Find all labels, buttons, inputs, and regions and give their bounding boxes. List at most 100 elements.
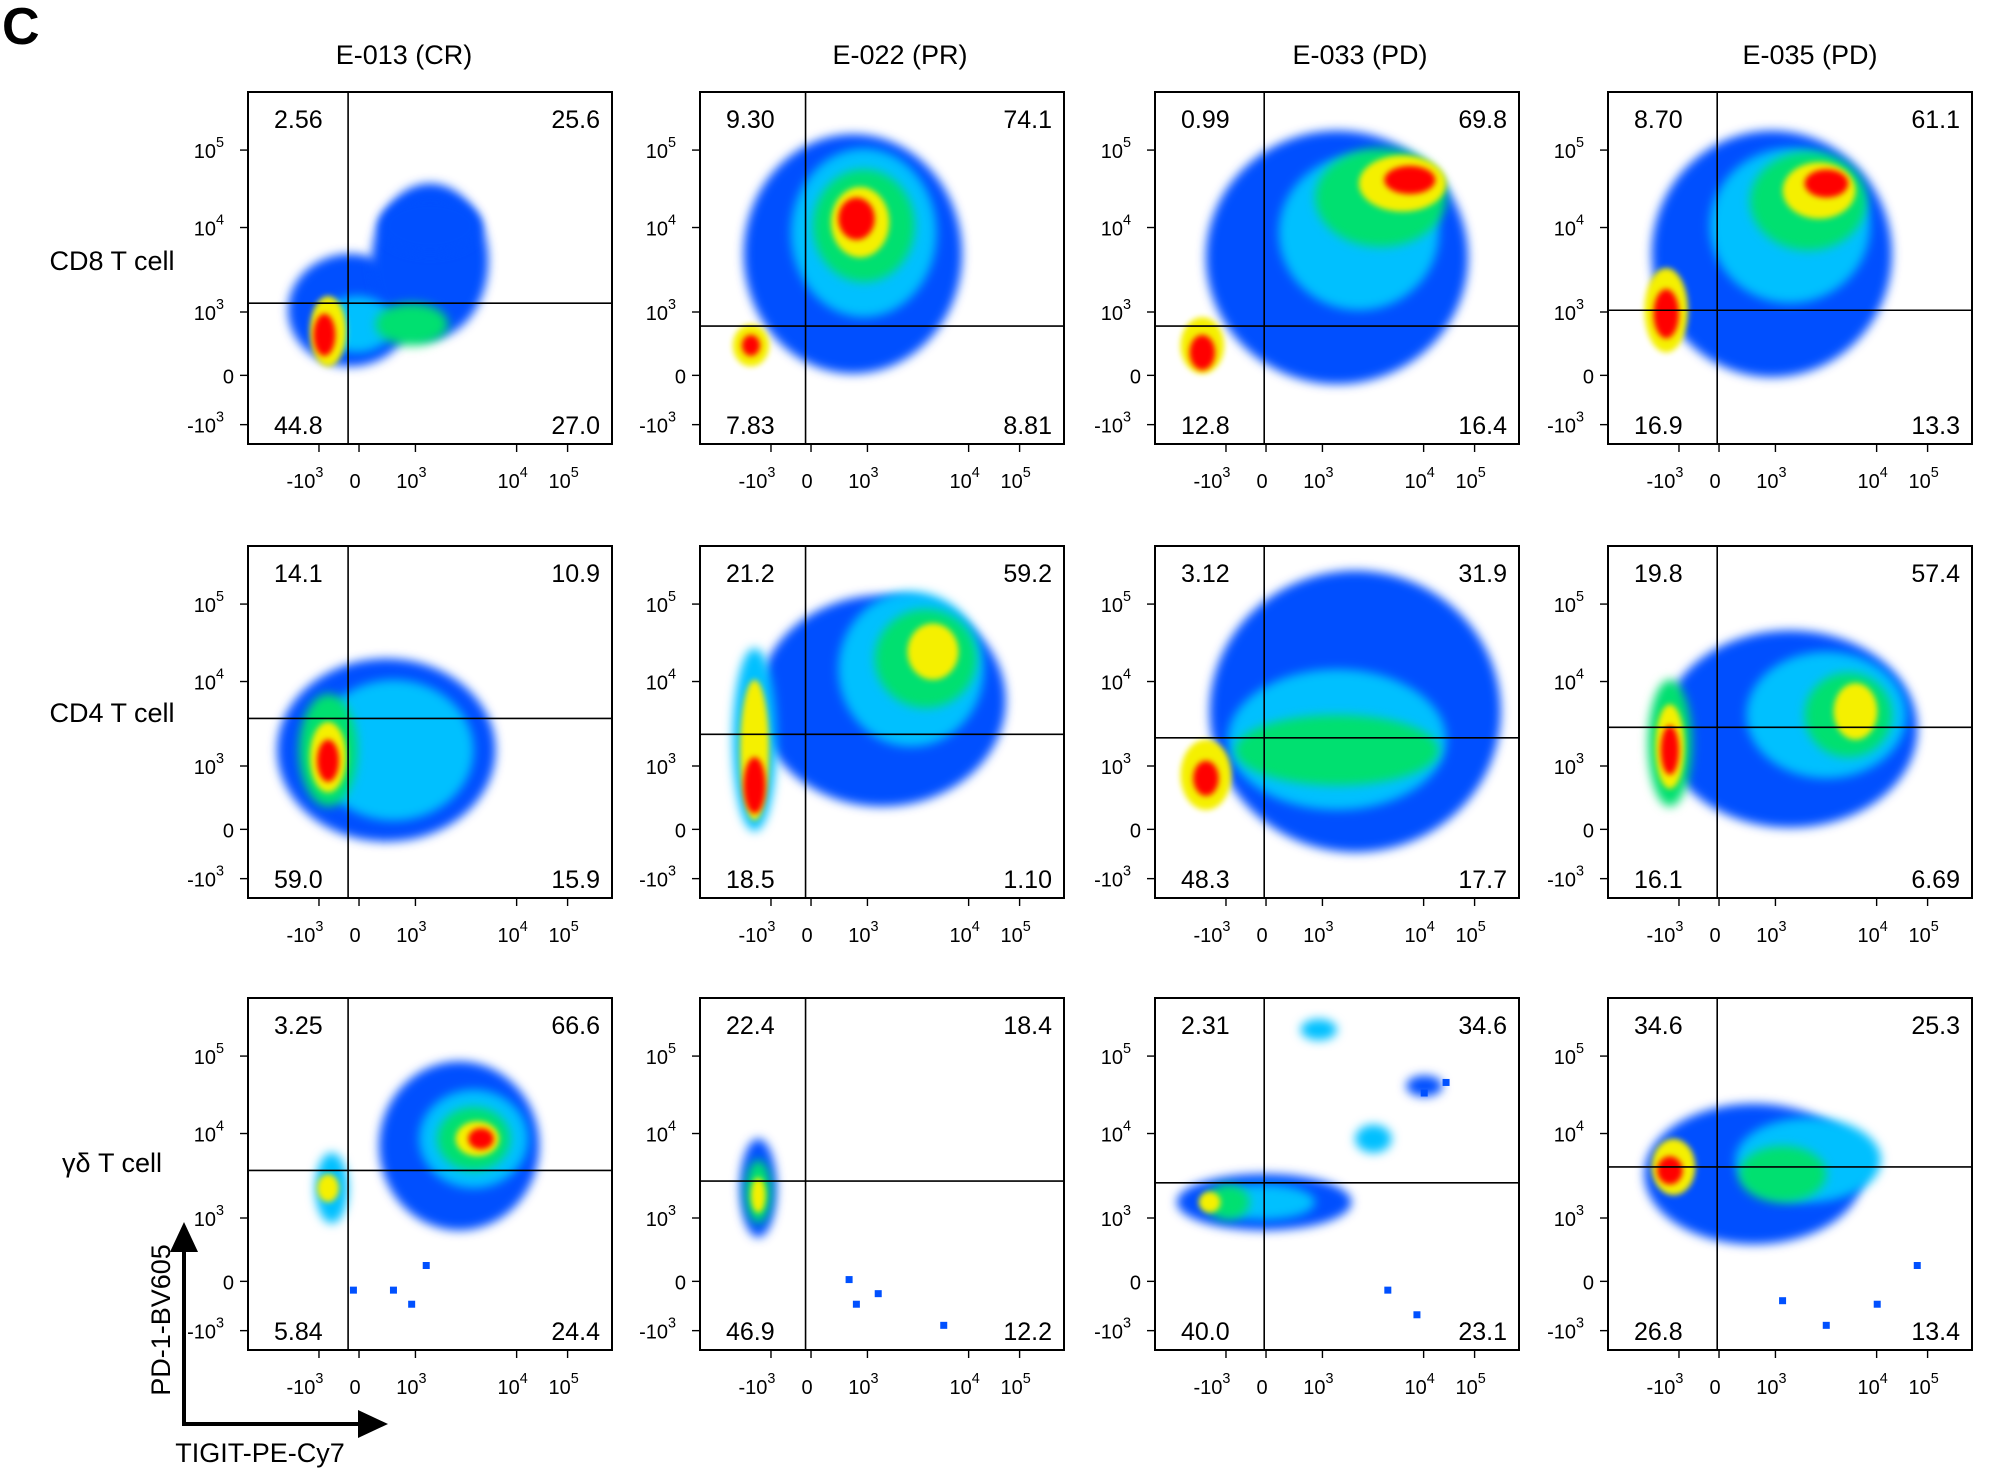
x-tick-label: -103 — [1647, 1371, 1684, 1399]
y-tick-label: 0 — [1130, 820, 1141, 842]
x-tick-label: 105 — [1000, 919, 1030, 947]
y-tick-label: 104 — [646, 213, 676, 241]
x-tick-label: 103 — [396, 1371, 426, 1399]
density-plot: 3.25 66.6 5.84 24.4 -103 0 103 104 105 105 104 103 0… — [187, 997, 613, 1399]
event-point — [940, 1321, 948, 1329]
plot-frame — [247, 91, 613, 445]
y-tick-label: -103 — [1547, 864, 1584, 892]
quadrant-percent-ll: 16.9 — [1634, 412, 1683, 440]
x-tick-label: 104 — [1404, 919, 1434, 947]
y-tick-label: -103 — [1547, 410, 1584, 438]
density-plot: 2.56 25.6 44.8 27.0 -103 0 103 104 105 105 104 103 0… — [187, 91, 613, 493]
quadrant-percent-ll: 12.8 — [1181, 412, 1230, 440]
x-tick-label: 105 — [1908, 1371, 1938, 1399]
density-cloud — [1176, 1019, 1450, 1319]
y-tick-label: 104 — [646, 667, 676, 695]
quadrant-percent-ll: 5.84 — [274, 1318, 323, 1346]
plot-frame — [1154, 91, 1520, 445]
event-point — [874, 1290, 882, 1298]
quadrant-percent-ur: 25.3 — [1911, 1012, 1960, 1040]
y-tick-label: 103 — [1101, 297, 1131, 325]
density-plot: 21.2 59.2 18.5 1.10 -103 0 103 104 105 105 104 103 0… — [639, 545, 1065, 947]
y-tick-label: 0 — [1583, 366, 1594, 388]
density-plot: 0.99 69.8 12.8 16.4 -103 0 103 104 105 105 104 103 0… — [1094, 91, 1520, 493]
x-tick-label: 105 — [1455, 465, 1485, 493]
axis-ticks: -103 0 103 104 105 105 104 103 0 -103 — [1547, 589, 1939, 947]
y-tick-label: 105 — [194, 589, 224, 617]
quadrant-percent-ul: 34.6 — [1634, 1012, 1683, 1040]
quadrant-percent-ur: 18.4 — [1003, 1012, 1052, 1040]
y-tick-label: 104 — [1554, 667, 1584, 695]
event-point — [852, 1300, 860, 1308]
y-tick-label: 0 — [223, 366, 234, 388]
y-tick-label: 103 — [1554, 297, 1584, 325]
y-tick-label: 105 — [1554, 589, 1584, 617]
density-region — [1739, 1145, 1827, 1203]
quadrant-percent-lr: 16.4 — [1458, 412, 1507, 440]
x-tick-label: 103 — [848, 465, 878, 493]
x-tick-label: 0 — [349, 1377, 360, 1399]
x-tick-label: -103 — [1194, 465, 1231, 493]
x-tick-label: 103 — [396, 919, 426, 947]
density-region — [1833, 683, 1878, 740]
x-tick-label: -103 — [739, 1371, 776, 1399]
quadrant-percent-ul: 8.70 — [1634, 106, 1683, 134]
event-point — [1384, 1286, 1392, 1294]
x-tick-label: 105 — [1000, 1371, 1030, 1399]
y-tick-label: 104 — [1101, 213, 1131, 241]
x-tick-label: -103 — [287, 1371, 324, 1399]
y-tick-label: 103 — [1554, 1203, 1584, 1231]
x-tick-label: -103 — [287, 465, 324, 493]
density-plot: 2.31 34.6 40.0 23.1 -103 0 103 104 105 105 104 103 0… — [1094, 997, 1520, 1399]
x-tick-label: 0 — [801, 925, 812, 947]
density-cloud — [288, 183, 489, 367]
y-tick-label: 103 — [646, 297, 676, 325]
axis-ticks: -103 0 103 104 105 105 104 103 0 -103 — [1547, 135, 1939, 493]
x-tick-label: 105 — [1455, 1371, 1485, 1399]
y-tick-label: 103 — [1554, 751, 1584, 779]
event-point — [1413, 1311, 1421, 1319]
axis-ticks: -103 0 103 104 105 105 104 103 0 -103 — [1094, 1041, 1486, 1399]
density-region — [1198, 1191, 1221, 1213]
density-cloud — [740, 1138, 948, 1329]
quadrant-percent-lr: 15.9 — [551, 866, 600, 894]
density-region — [1657, 1156, 1683, 1185]
y-tick-label: 103 — [194, 297, 224, 325]
axis-ticks: -103 0 103 104 105 105 104 103 0 -103 — [187, 135, 579, 493]
plot-frame — [699, 545, 1065, 899]
quadrant-percent-ll: 46.9 — [726, 1318, 775, 1346]
y-tick-label: 103 — [1101, 1203, 1131, 1231]
density-plot: 19.8 57.4 16.1 6.69 -103 0 103 104 105 105 104 103 0… — [1547, 545, 1973, 947]
plot-frame — [1154, 997, 1520, 1351]
density-region — [317, 1174, 339, 1203]
x-axis-title: TIGIT-PE-Cy7 — [175, 1438, 345, 1468]
quadrant-percent-lr: 1.10 — [1003, 866, 1052, 894]
density-cloud — [1180, 130, 1469, 385]
x-tick-label: -103 — [1194, 1371, 1231, 1399]
plot-frame — [1154, 545, 1520, 899]
x-tick-label: 104 — [949, 919, 979, 947]
panel-letter: C — [2, 0, 40, 56]
plot-frame — [247, 545, 613, 899]
x-tick-label: 104 — [497, 465, 527, 493]
quadrant-percent-ul: 0.99 — [1181, 106, 1230, 134]
event-point — [1873, 1300, 1881, 1308]
axis-ticks: -103 0 103 104 105 105 104 103 0 -103 — [187, 589, 579, 947]
x-tick-label: 103 — [1303, 465, 1333, 493]
density-plot: 22.4 18.4 46.9 12.2 -103 0 103 104 105 105 104 103 0… — [639, 997, 1065, 1399]
y-tick-label: -103 — [187, 1316, 224, 1344]
x-tick-label: 0 — [349, 471, 360, 493]
y-tick-label: 105 — [194, 135, 224, 163]
plot-frame — [1607, 997, 1973, 1351]
y-tick-label: 104 — [194, 1119, 224, 1147]
density-region — [750, 1177, 766, 1213]
y-tick-label: 104 — [1554, 1119, 1584, 1147]
y-tick-label: 103 — [194, 1203, 224, 1231]
x-tick-label: 103 — [1303, 1371, 1333, 1399]
quadrant-percent-ll: 7.83 — [726, 412, 775, 440]
axis-ticks: -103 0 103 104 105 105 104 103 0 -103 — [639, 589, 1031, 947]
quadrant-percent-lr: 17.7 — [1458, 866, 1507, 894]
x-tick-label: -103 — [739, 465, 776, 493]
event-point — [1822, 1321, 1830, 1329]
